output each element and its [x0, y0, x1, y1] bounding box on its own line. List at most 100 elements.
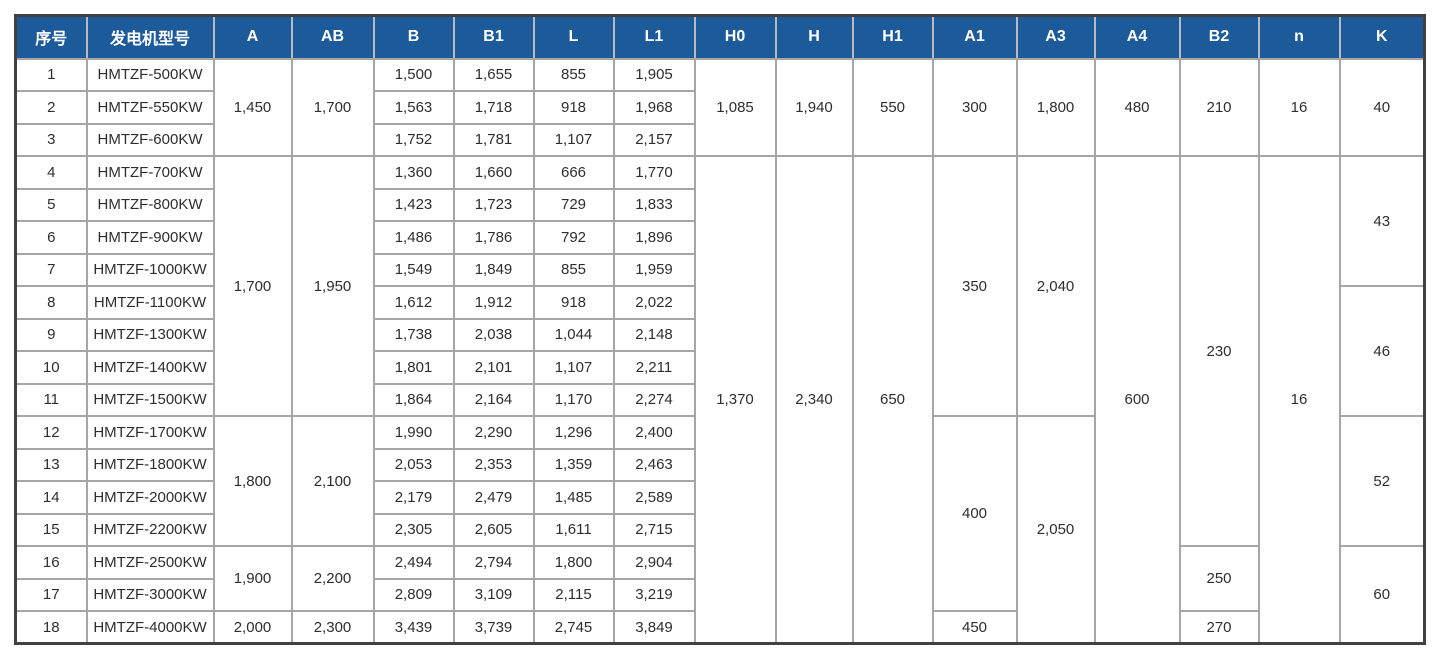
- cell-b: 1,486: [372, 220, 455, 255]
- cell-b: 1,549: [372, 252, 455, 287]
- cell-a4: 600: [1093, 155, 1181, 645]
- cell-l: 729: [532, 187, 615, 222]
- cell-model: HMTZF-3000KW: [85, 577, 215, 612]
- cell-index: 6: [14, 220, 88, 255]
- cell-b: 1,990: [372, 415, 455, 450]
- cell-h: 1,940: [774, 57, 854, 157]
- cell-b2: 250: [1178, 545, 1260, 612]
- cell-k: 46: [1338, 285, 1426, 417]
- cell-a4: 480: [1093, 57, 1181, 157]
- cell-l: 1,107: [532, 122, 615, 157]
- cell-l1: 1,896: [612, 220, 696, 255]
- column-header-n: n: [1257, 15, 1340, 60]
- cell-index: 7: [14, 252, 88, 287]
- column-header-b2: B2: [1178, 15, 1259, 60]
- table-row-4: 4 HMTZF-700KW 1,700 1,950 1,360 1,660 666 1,770…: [14, 155, 1426, 645]
- column-header-b: B: [372, 15, 454, 60]
- table-row-14: 14 HMTZF-2000KW 2,179 2,479 1,485 2,589: [14, 480, 1425, 515]
- cell-b1: 1,655: [452, 57, 535, 92]
- cell-n: 16: [1257, 155, 1341, 645]
- table-row-3: 3 HMTZF-600KW 1,752 1,781 1,107 2,157: [14, 122, 1425, 157]
- cell-h0: 1,370: [693, 155, 777, 645]
- cell-l1: 2,274: [612, 382, 696, 417]
- cell-l: 1,107: [532, 350, 615, 385]
- cell-index: 4: [14, 155, 88, 190]
- cell-model: HMTZF-900KW: [85, 220, 215, 255]
- cell-b1: 2,794: [452, 545, 535, 580]
- column-header-ab: AB: [290, 15, 374, 60]
- cell-b1: 2,605: [452, 512, 535, 547]
- table-header: 序号 发电机型号 A AB B B1 L L1 H0 H H1 A1 A3 A4 B2 n K: [15, 15, 1425, 60]
- cell-l1: 1,968: [612, 90, 696, 125]
- cell-index: 10: [14, 350, 88, 385]
- column-header-h1: H1: [851, 15, 933, 60]
- cell-index: 8: [14, 285, 88, 320]
- cell-b: 1,612: [372, 285, 455, 320]
- cell-l1: 2,463: [612, 447, 696, 482]
- table-row-11: 11 HMTZF-1500KW 1,864 2,164 1,170 2,274: [14, 382, 1425, 417]
- cell-h: 2,340: [774, 155, 854, 645]
- cell-a: 2,000: [212, 610, 293, 645]
- cell-l: 2,745: [532, 610, 615, 645]
- cell-l: 792: [532, 220, 615, 255]
- cell-l1: 1,770: [612, 155, 696, 190]
- cell-b: 2,494: [372, 545, 455, 580]
- cell-ab: 2,100: [290, 415, 375, 547]
- cell-a1: 400: [931, 415, 1018, 612]
- cell-b1: 2,101: [452, 350, 535, 385]
- table-row-16: 16 HMTZF-2500KW 1,900 2,200 2,494 2,794 1,800 2…: [14, 545, 1426, 645]
- column-header-h0: H0: [693, 15, 776, 60]
- cell-b: 1,801: [372, 350, 455, 385]
- table-row-7: 7 HMTZF-1000KW 1,549 1,849 855 1,959: [14, 252, 1425, 287]
- cell-l1: 1,905: [612, 57, 696, 92]
- table-row-18: 18 HMTZF-4000KW 2,000 2,300 3,439 3,739 2,745 3…: [14, 610, 1425, 645]
- cell-l: 918: [532, 285, 615, 320]
- cell-index: 18: [14, 610, 88, 645]
- cell-b1: 3,739: [452, 610, 535, 645]
- cell-l: 666: [532, 155, 615, 190]
- cell-b: 1,360: [372, 155, 455, 190]
- cell-model: HMTZF-500KW: [85, 57, 215, 92]
- cell-l1: 2,715: [612, 512, 696, 547]
- cell-l: 2,115: [532, 577, 615, 612]
- cell-index: 2: [14, 90, 88, 125]
- cell-b1: 2,038: [452, 317, 535, 352]
- cell-b2: 270: [1178, 610, 1260, 645]
- cell-l1: 1,959: [612, 252, 696, 287]
- column-header-a1: A1: [931, 15, 1017, 60]
- cell-l: 1,170: [532, 382, 615, 417]
- cell-b1: 1,912: [452, 285, 535, 320]
- cell-l: 1,044: [532, 317, 615, 352]
- cell-a3: 2,040: [1015, 155, 1096, 417]
- cell-model: HMTZF-1500KW: [85, 382, 215, 417]
- cell-index: 16: [14, 545, 88, 580]
- column-header-l1: L1: [612, 15, 695, 60]
- cell-l1: 2,157: [612, 122, 696, 157]
- table-row-1: 1 HMTZF-500KW 1,450 1,700 1,500 1,655 855 1,905…: [14, 57, 1426, 157]
- cell-b: 1,423: [372, 187, 455, 222]
- cell-index: 17: [14, 577, 88, 612]
- cell-l1: 2,148: [612, 317, 696, 352]
- table-row-6: 6 HMTZF-900KW 1,486 1,786 792 1,896: [14, 220, 1425, 255]
- cell-k: 43: [1338, 155, 1426, 287]
- cell-l: 855: [532, 57, 615, 92]
- table-row-8: 8 HMTZF-1100KW 1,612 1,912 918 2,022 46: [14, 285, 1426, 417]
- cell-a1: 450: [931, 610, 1018, 645]
- cell-model: HMTZF-1100KW: [85, 285, 215, 320]
- cell-l1: 2,400: [612, 415, 696, 450]
- cell-model: HMTZF-4000KW: [85, 610, 215, 645]
- cell-index: 1: [14, 57, 88, 92]
- cell-b2: 230: [1178, 155, 1260, 547]
- cell-l: 855: [532, 252, 615, 287]
- cell-b: 2,053: [372, 447, 455, 482]
- cell-model: HMTZF-550KW: [85, 90, 215, 125]
- cell-index: 12: [14, 415, 88, 450]
- cell-l: 1,485: [532, 480, 615, 515]
- column-header-k: K: [1338, 15, 1425, 60]
- cell-model: HMTZF-1700KW: [85, 415, 215, 450]
- cell-b2: 210: [1178, 57, 1260, 157]
- cell-l1: 1,833: [612, 187, 696, 222]
- cell-index: 5: [14, 187, 88, 222]
- cell-model: HMTZF-1300KW: [85, 317, 215, 352]
- cell-b1: 1,786: [452, 220, 535, 255]
